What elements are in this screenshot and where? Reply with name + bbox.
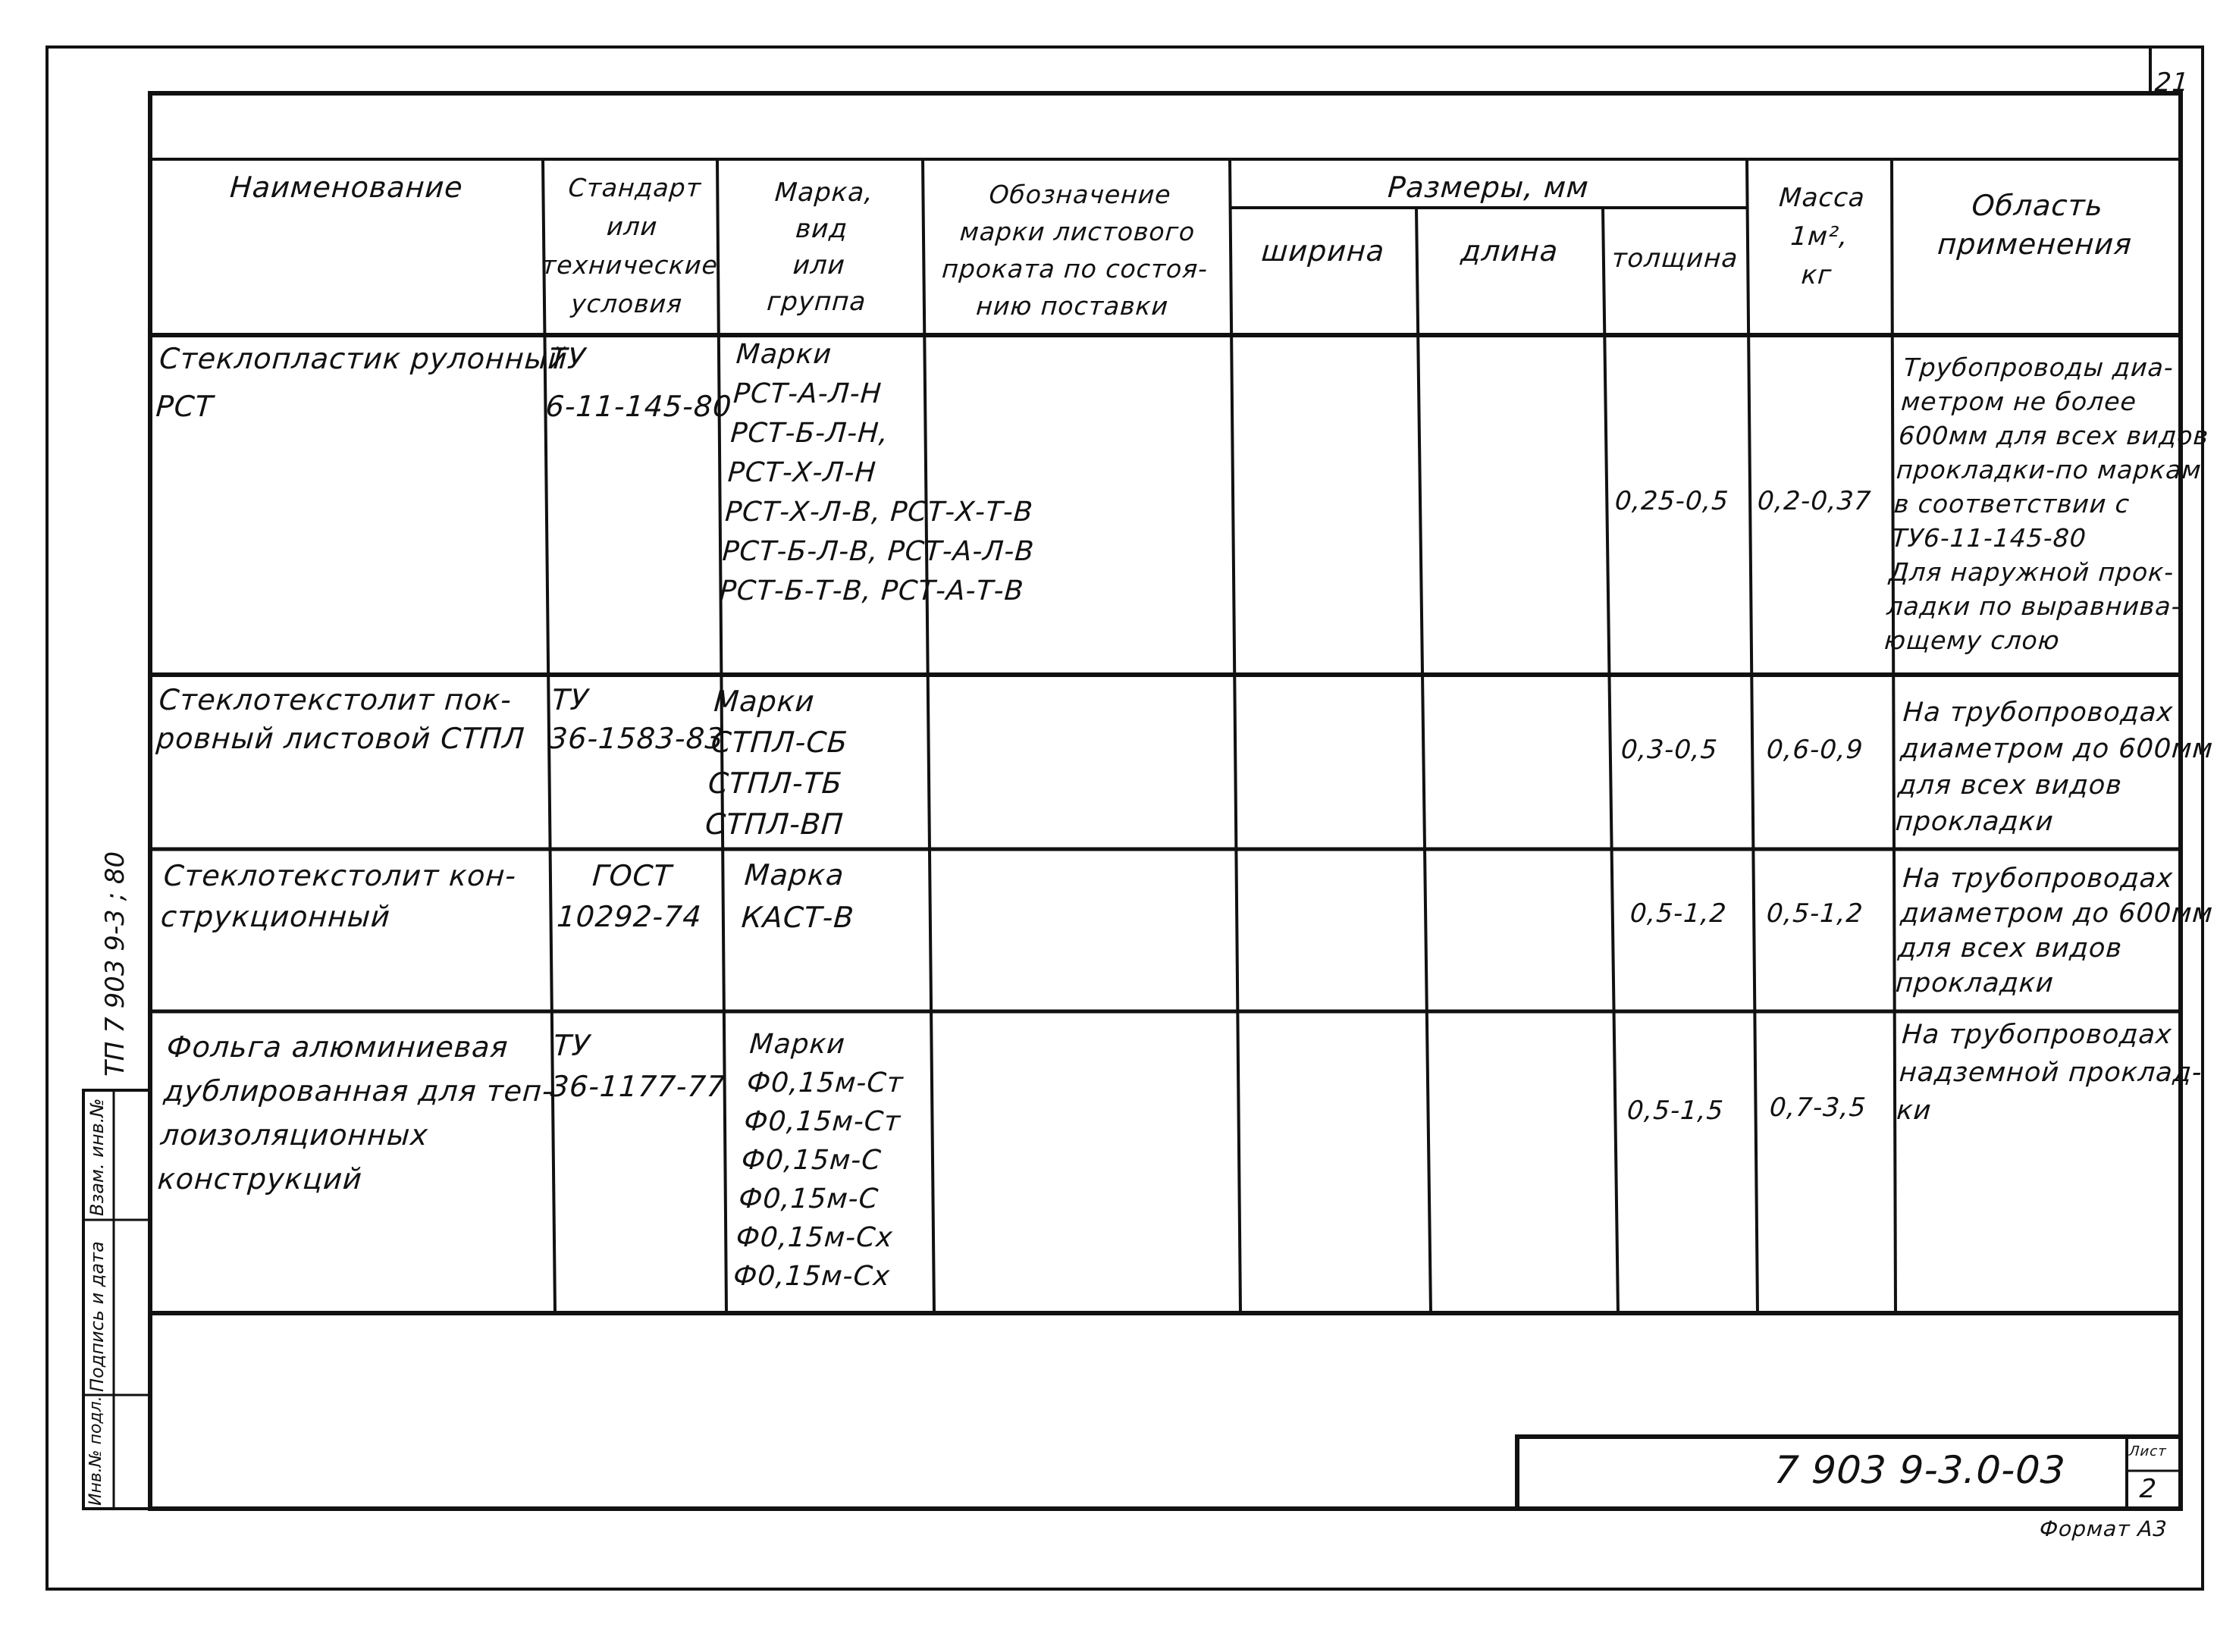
sheet-label: Лист: [2128, 1444, 2168, 1459]
header-standard: Стандарт или технические условия: [540, 173, 720, 318]
margin-stamp-frame: [82, 1089, 152, 1510]
row2-application: На трубопроводах диаметром до 600мм для …: [1894, 697, 2215, 837]
row3-application: На трубопроводах диаметром до 600мм для …: [1894, 864, 2215, 998]
project-reference: ТП 7 903 9-3 ; 80: [100, 851, 130, 1077]
header-grade: Марка, вид или группа: [766, 177, 875, 317]
row3-grade: Марка КАСТ-В: [740, 858, 856, 934]
stamp-field-replacement-inventory: Взам. инв.№: [86, 1098, 108, 1216]
row2-name: Стеклотекстолит пок- ровный листовой СТП…: [155, 683, 526, 755]
row3-standard: ГОСТ 10292-74: [556, 859, 704, 933]
header-length: длина: [1460, 234, 1560, 268]
row1-grade: Марки РСТ-А-Л-Н РСТ-Б-Л-Н, РСТ-Х-Л-Н РСТ…: [718, 339, 1036, 607]
sheet-number: 2: [2138, 1474, 2159, 1504]
row4-thickness: 0,5-1,5: [1626, 1096, 1725, 1126]
row3-name: Стеклотекстолит кон- струкционный: [159, 859, 518, 933]
row4-application: На трубопроводах надземной проклад- ки: [1896, 1020, 2203, 1126]
row1-thickness: 0,25-0,5: [1613, 486, 1730, 516]
row2-standard: ТУ 36-1583-83: [547, 683, 726, 755]
row3-mass: 0,5-1,2: [1765, 898, 1864, 929]
inner-frame: [148, 91, 2183, 1511]
row4-grade: Марки Ф0,15м-Ст Ф0,15м-Ст Ф0,15м-С Ф0,15…: [732, 1029, 905, 1292]
row1-mass: 0,2-0,37: [1756, 486, 1873, 516]
row2-grade: Марки СТПЛ-СБ СТПЛ-ТБ СТПЛ-ВП: [704, 685, 849, 841]
header-application: Область применения: [1936, 189, 2134, 261]
header-thickness: толщина: [1610, 243, 1739, 274]
row4-mass: 0,7-3,5: [1768, 1092, 1867, 1123]
row1-application: Трубопроводы диа- метром не более 600мм …: [1883, 353, 2210, 655]
row2-thickness: 0,3-0,5: [1620, 735, 1719, 765]
header-mass: Масса 1м², кг: [1777, 183, 1867, 290]
header-dimensions: Размеры, мм: [1386, 171, 1591, 204]
row4-name: Фольга алюминиевая дублированная для теп…: [156, 1030, 555, 1196]
header-name: Наименование: [228, 171, 465, 204]
format-label: Формат А3: [2038, 1516, 2168, 1541]
document-code: 7 903 9-3.0-03: [1773, 1448, 2068, 1492]
title-block-frame: [1515, 1434, 2183, 1511]
header-designation: Обозначение марки листового проката по с…: [941, 180, 1209, 321]
stamp-field-original-inventory: Инв.№ подл.: [86, 1396, 105, 1506]
row2-mass: 0,6-0,9: [1765, 735, 1864, 765]
row1-standard: ТУ 6-11-145-80: [544, 342, 733, 423]
row1-name: Стеклопластик рулонный РСТ: [155, 342, 569, 423]
outer-border: [45, 45, 2204, 1591]
row4-standard: ТУ 36-1177-77: [549, 1029, 727, 1103]
header-width: ширина: [1260, 234, 1386, 268]
corner-sheet-number: 21: [2153, 67, 2190, 98]
row3-thickness: 0,5-1,2: [1629, 898, 1728, 929]
stamp-field-signature-date: Подпись и дата: [86, 1241, 108, 1392]
